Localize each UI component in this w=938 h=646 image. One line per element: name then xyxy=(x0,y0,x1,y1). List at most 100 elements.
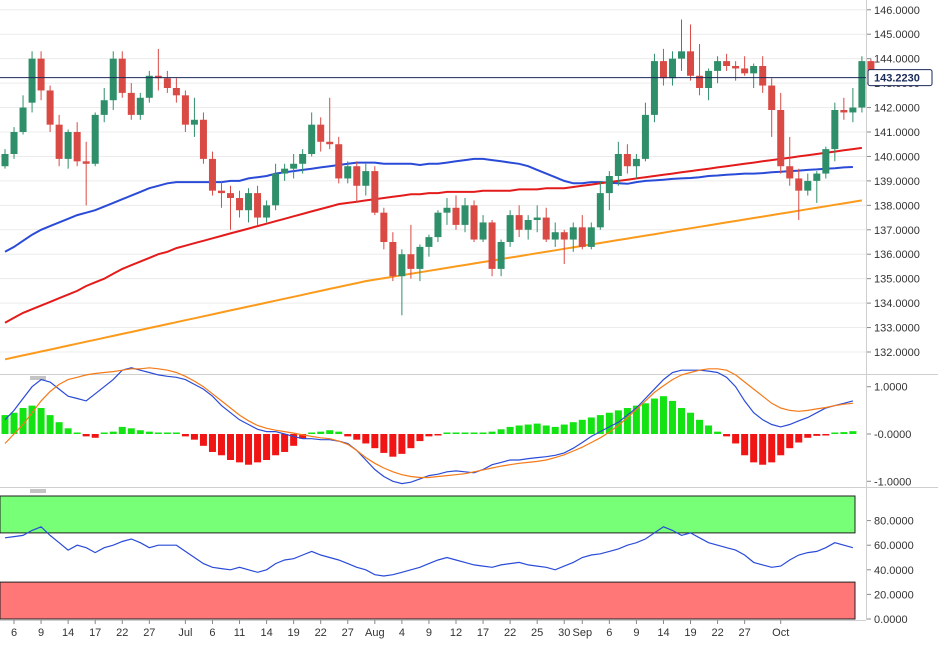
candle xyxy=(407,224,415,279)
moving-average-line-1 xyxy=(4,157,853,253)
macd-histogram-bar xyxy=(10,412,18,434)
candle-body xyxy=(858,61,866,108)
candle xyxy=(858,56,866,113)
candle-body xyxy=(479,222,487,240)
candle xyxy=(569,222,577,252)
price-y-tick-label: 141.0000 xyxy=(874,127,920,139)
candle-body xyxy=(28,58,36,103)
candle xyxy=(804,173,812,196)
macd-histogram-bar xyxy=(380,434,388,453)
candle-body xyxy=(497,242,505,269)
x-tick-label: Sep xyxy=(572,627,592,639)
candle xyxy=(82,141,90,206)
candle xyxy=(687,24,695,81)
candle xyxy=(470,200,478,242)
x-tick-label: Jul xyxy=(178,627,192,639)
candle xyxy=(172,78,180,103)
candle xyxy=(109,51,117,110)
x-tick-label: 11 xyxy=(234,627,245,639)
candle xyxy=(497,239,505,277)
candle-body xyxy=(335,144,343,179)
x-tick-label: 14 xyxy=(260,627,272,639)
price-y-tick-label: 137.0000 xyxy=(874,225,920,237)
x-tick-label: 14 xyxy=(62,627,74,639)
x-tick-label: 27 xyxy=(342,627,354,639)
candle-body xyxy=(786,166,794,179)
macd-histogram-bar xyxy=(272,434,280,456)
candle-body xyxy=(380,212,388,242)
candle xyxy=(55,114,63,167)
candle xyxy=(236,190,244,218)
candle-body xyxy=(623,154,631,167)
x-tick-label: 22 xyxy=(315,627,327,639)
macd-histogram-bar xyxy=(91,434,99,438)
candle xyxy=(163,70,171,93)
candle xyxy=(587,222,595,250)
macd-histogram-bar xyxy=(19,408,27,434)
x-axis: 6 9 14 17 22 27 Jul 6 11 14 19 22 27 Aug 4 9 12 17 22 25 30 S… xyxy=(11,620,789,639)
macd-histogram-bar xyxy=(687,412,695,434)
macd-histogram-bar xyxy=(317,431,325,434)
rsi-overbought-zone xyxy=(0,495,856,534)
macd-histogram-bar xyxy=(795,434,803,443)
candle-body xyxy=(813,173,821,181)
candle xyxy=(19,95,27,135)
rsi-panel: 80.0000 60.0000 40.0000 20.0000 0.0000 xyxy=(0,489,914,626)
candle xyxy=(199,112,207,164)
macd-drag-handle[interactable] xyxy=(30,376,46,380)
candle xyxy=(443,198,451,225)
candle-body xyxy=(64,132,72,159)
candle xyxy=(353,161,361,203)
macd-histogram-bar xyxy=(236,434,244,463)
candle xyxy=(46,85,54,132)
rsi-y-tick-label: 40.0000 xyxy=(874,565,914,577)
candle xyxy=(136,92,144,120)
candle xyxy=(678,19,685,71)
candle xyxy=(524,215,532,240)
x-tick-label: 6 xyxy=(209,627,215,639)
candle-body xyxy=(263,205,271,218)
candle xyxy=(560,229,568,264)
rsi-y-axis: 80.0000 60.0000 40.0000 20.0000 0.0000 xyxy=(866,516,914,626)
candle-body xyxy=(199,119,207,159)
macd-y-tick-label: -1.0000 xyxy=(874,476,911,488)
candle-body xyxy=(840,110,848,113)
candle xyxy=(813,171,821,203)
candle-body xyxy=(181,95,189,125)
candle xyxy=(263,200,271,223)
moving-average-line-3 xyxy=(4,199,863,361)
candle xyxy=(10,127,18,159)
price-y-axis: 132.0000 133.0000 134.0000 135.0000 136.0000… xyxy=(866,5,920,359)
rsi-y-tick-label: 0.0000 xyxy=(874,614,908,626)
candle-body xyxy=(750,66,758,74)
x-tick-label: 9 xyxy=(38,627,44,639)
candle xyxy=(181,90,189,132)
price-y-tick-label: 139.0000 xyxy=(874,176,920,188)
candle xyxy=(714,56,722,84)
price-y-tick-label: 133.0000 xyxy=(874,323,920,335)
macd-histogram-bar xyxy=(308,432,316,434)
moving-average-lines xyxy=(4,146,863,361)
candle-body xyxy=(299,154,307,164)
x-tick-label: 17 xyxy=(89,627,101,639)
candle xyxy=(777,92,785,174)
candle xyxy=(398,249,406,316)
rsi-drag-handle[interactable] xyxy=(30,489,46,493)
macd-histogram-bar xyxy=(55,422,63,434)
candle-body xyxy=(245,193,253,211)
macd-histogram-bar xyxy=(831,432,839,434)
macd-histogram-bar xyxy=(497,429,505,434)
macd-histogram-bar xyxy=(524,424,532,434)
candle xyxy=(741,56,749,76)
price-y-tick-label: 135.0000 xyxy=(874,274,920,286)
macd-histogram-bar xyxy=(668,400,676,434)
candle-body xyxy=(723,61,731,66)
price-y-tick-label: 145.0000 xyxy=(874,29,920,41)
candle xyxy=(290,154,298,179)
candle xyxy=(64,129,72,169)
macd-histogram-bar xyxy=(371,434,379,449)
macd-histogram-bar xyxy=(154,432,162,434)
candlestick-series xyxy=(1,19,875,316)
candle xyxy=(389,232,397,282)
